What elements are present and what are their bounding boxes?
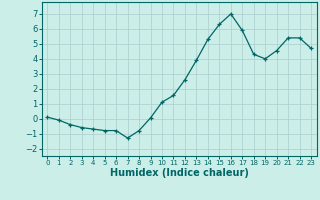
X-axis label: Humidex (Indice chaleur): Humidex (Indice chaleur) xyxy=(110,168,249,178)
